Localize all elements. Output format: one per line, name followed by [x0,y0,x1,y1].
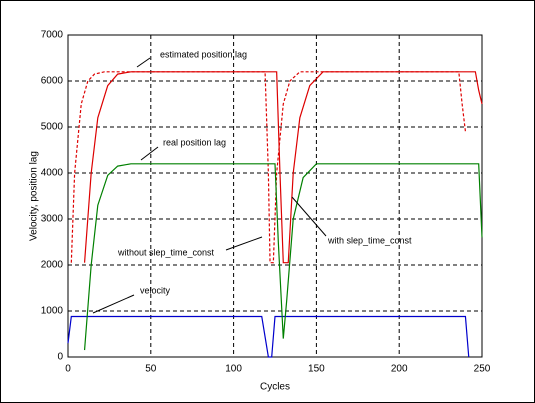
y-tick-label: 4000 [41,168,64,179]
x-axis-label: Cycles [260,382,290,393]
y-tick-label: 5000 [41,122,64,133]
x-tick-label: 0 [65,364,71,375]
plot-border [67,34,483,358]
series-line [83,71,483,264]
y-tick-label: 0 [57,352,63,363]
arrow [225,236,263,251]
annotation: with slep_time_const [327,235,412,245]
arrow [140,146,159,161]
arrow [92,294,135,314]
series-line [83,163,483,351]
y-tick-label: 2000 [41,260,64,271]
y-tick-label: 7000 [41,30,64,41]
annotations [92,57,327,314]
y-axis-label: Velocity, position lag [29,151,40,241]
x-tick-label: 100 [225,364,242,375]
arrow [291,196,327,237]
y-tick-label: 6000 [41,76,64,87]
annotation: without slep_time_const [117,247,215,257]
x-tick-label: 200 [391,364,408,375]
x-tick-label: 150 [308,364,325,375]
y-tick-label: 1000 [41,306,64,317]
annotation: estimated position lag [160,49,247,59]
annotation: real position lag [163,137,226,147]
x-tick-label: 250 [474,364,491,375]
y-tick-label: 3000 [41,214,64,225]
x-tick-label: 50 [145,364,157,375]
series-line [67,315,470,358]
annotation: velocity [140,285,171,295]
plot-area [68,35,482,357]
arrow [136,57,151,68]
